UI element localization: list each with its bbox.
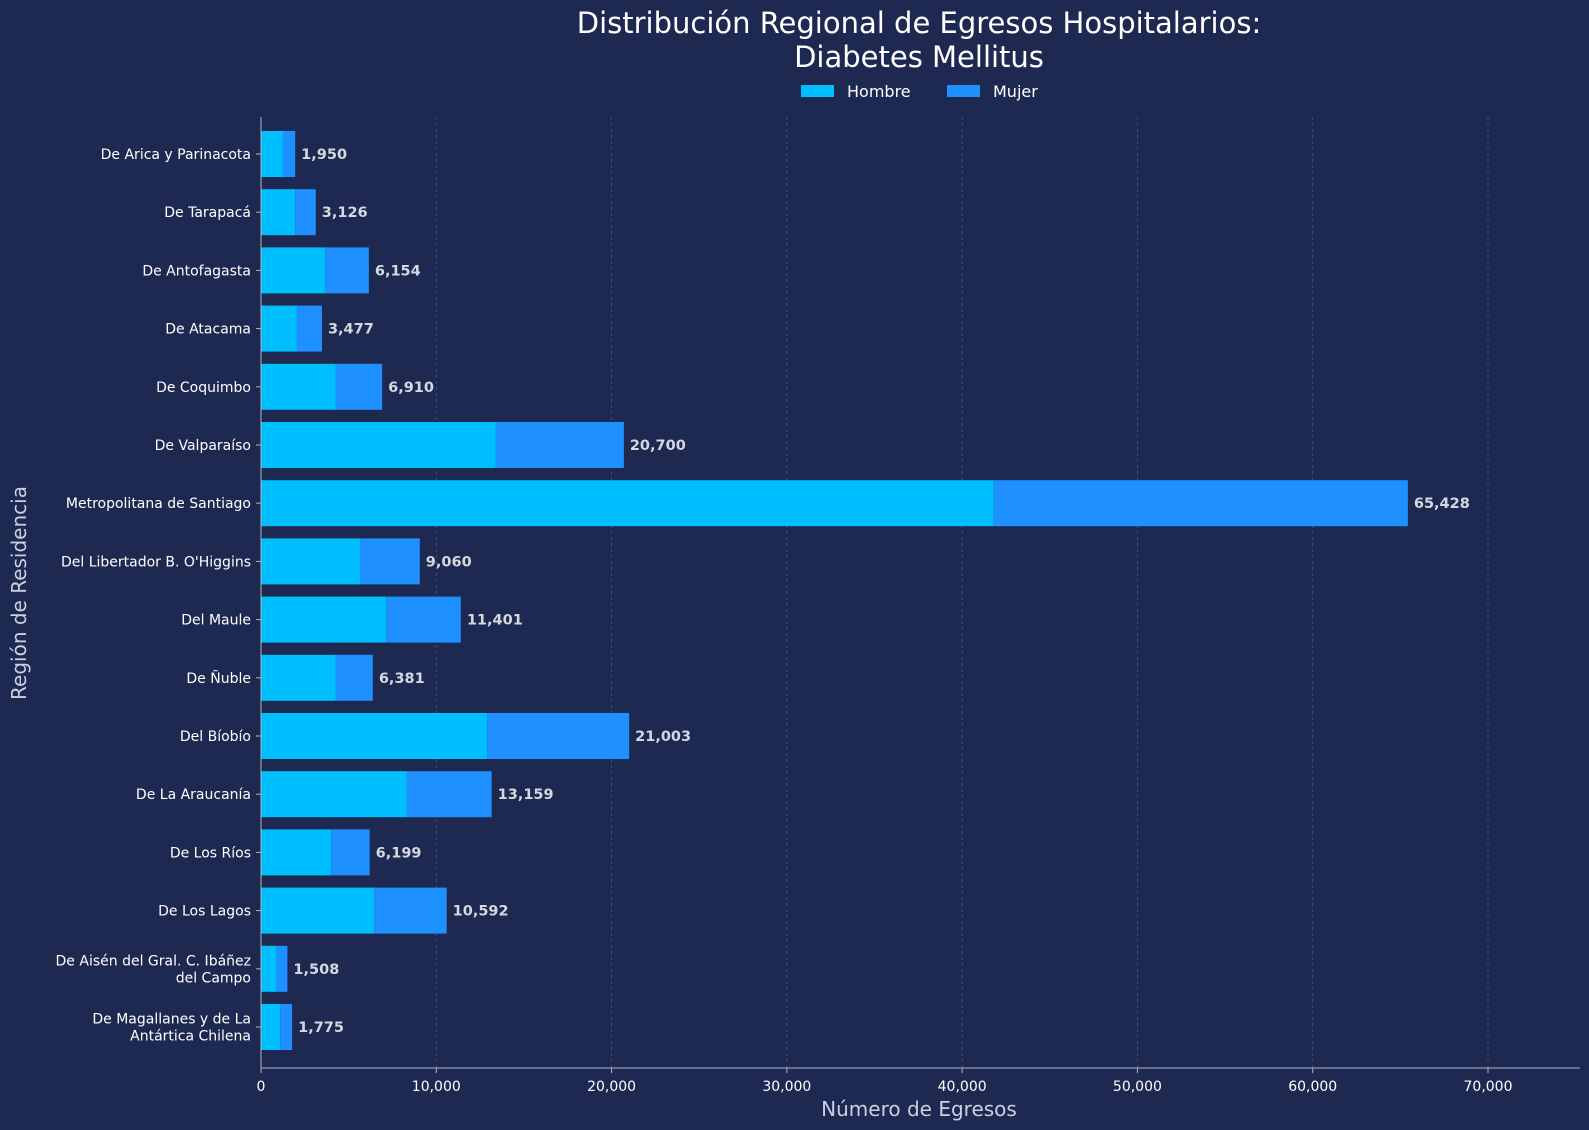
y-tick-label: De Valparaíso [155,438,251,454]
y-tick-label: De Magallanes y de La [92,1012,251,1028]
bar-hombre [261,887,375,934]
bar-hombre [261,829,332,876]
bar-total-label: 1,775 [298,1020,344,1036]
bar-mujer [324,247,369,294]
bar-total-label: 6,910 [388,380,434,396]
bar-mujer [406,771,492,818]
bar-total-label: 3,126 [322,205,368,221]
y-tick-label: del Campo [176,970,251,986]
bar-mujer [276,945,288,992]
bar-total-label: 65,428 [1414,496,1470,512]
y-tick-label: De Atacama [165,322,251,338]
bar-mujer [335,363,383,410]
x-tick-label: 20,000 [587,1079,636,1095]
bar-mujer [331,829,370,876]
x-tick-label: 70,000 [1464,1079,1513,1095]
bar-mujer [386,596,461,643]
bar-mujer [335,654,373,701]
bar-hombre [261,480,994,527]
y-tick-label: De Tarapacá [164,205,251,221]
x-tick-label: 30,000 [762,1079,811,1095]
y-tick-label: Del Maule [181,613,251,629]
bar-hombre [261,713,488,759]
y-tick-label: Antártica Chilena [130,1029,251,1045]
bar-mujer [993,480,1408,527]
bar-mujer [360,538,420,585]
legend-swatch-mujer [947,85,980,97]
bar-hombre [261,596,387,643]
bar-hombre [261,305,297,352]
legend: Hombre Mujer [801,82,1038,101]
chart-title-line-2: Diabetes Mellitus [794,40,1044,74]
y-tick-label: De Los Lagos [158,904,251,920]
x-tick-label: 60,000 [1288,1079,1337,1095]
y-tick-label: De Ñuble [186,670,251,687]
y-tick-label: De Arica y Parinacota [101,147,251,163]
bar-hombre [261,247,325,294]
bar-total-label: 13,159 [498,787,554,803]
bar-hombre [261,1004,281,1050]
bar-hombre [261,654,336,701]
bars: 1,950 3,126 6,154 3,477 6,910 20,700 65,428 9,0… [261,131,1470,1050]
legend-label-hombre: Hombre [847,82,911,101]
bar-hombre [261,771,407,818]
y-tick-label: De Antofagasta [142,263,251,279]
gridlines [435,117,1489,1068]
y-tick-labels: De Arica y Parinacota De Tarapacá De Antof… [56,147,261,1045]
bar-hombre [261,538,361,585]
bar-hombre [261,422,496,468]
bar-total-label: 3,477 [328,322,374,338]
y-tick-label: De Aisén del Gral. C. Ibáñez [56,953,251,969]
y-tick-label: De Los Ríos [170,845,251,861]
y-axis-title: Región de Residencia [7,486,31,700]
x-axis: 0 10,000 20,000 30,000 40,000 50,000 60,000 70,… [257,117,1580,1095]
chart-title-line-1: Distribución Regional de Egresos Hospita… [577,6,1262,40]
x-axis-title: Número de Egresos [821,1097,1017,1121]
bar-total-label: 21,003 [635,729,691,745]
chart-title: Distribución Regional de Egresos Hospita… [577,6,1262,74]
bar-total-label: 1,950 [301,147,347,163]
bar-total-label: 10,592 [453,904,509,920]
bar-mujer [296,305,322,352]
x-tick-label: 50,000 [1113,1079,1162,1095]
y-tick-label: Del Bíobío [180,729,251,745]
legend-swatch-hombre [801,85,834,97]
bar-total-label: 6,381 [379,671,425,687]
bar-mujer [495,422,624,468]
bar-mujer [282,131,296,177]
bar-total-label: 11,401 [467,613,523,629]
y-tick-label: Metropolitana de Santiago [66,496,251,512]
x-tick-label: 40,000 [938,1079,987,1095]
bar-mujer [295,189,316,236]
x-tick-label: 10,000 [412,1079,461,1095]
bar-mujer [280,1004,293,1050]
bar-mujer [487,713,630,759]
bar-total-label: 1,508 [293,962,339,978]
y-tick-label: De Coquimbo [156,380,251,396]
bar-hombre [261,189,296,236]
bar-total-label: 20,700 [630,438,686,454]
bar-total-label: 6,154 [375,263,421,279]
bar-hombre [261,363,336,410]
bar-total-label: 6,199 [376,845,422,861]
bar-mujer [374,887,447,934]
legend-label-mujer: Mujer [993,82,1038,101]
bar-total-label: 9,060 [426,554,472,570]
bar-hombre [261,945,277,992]
bar-hombre [261,131,283,177]
y-tick-label: De La Araucanía [136,787,251,803]
x-tick-label: 0 [257,1079,266,1095]
y-tick-label: Del Libertador B. O'Higgins [61,554,251,570]
